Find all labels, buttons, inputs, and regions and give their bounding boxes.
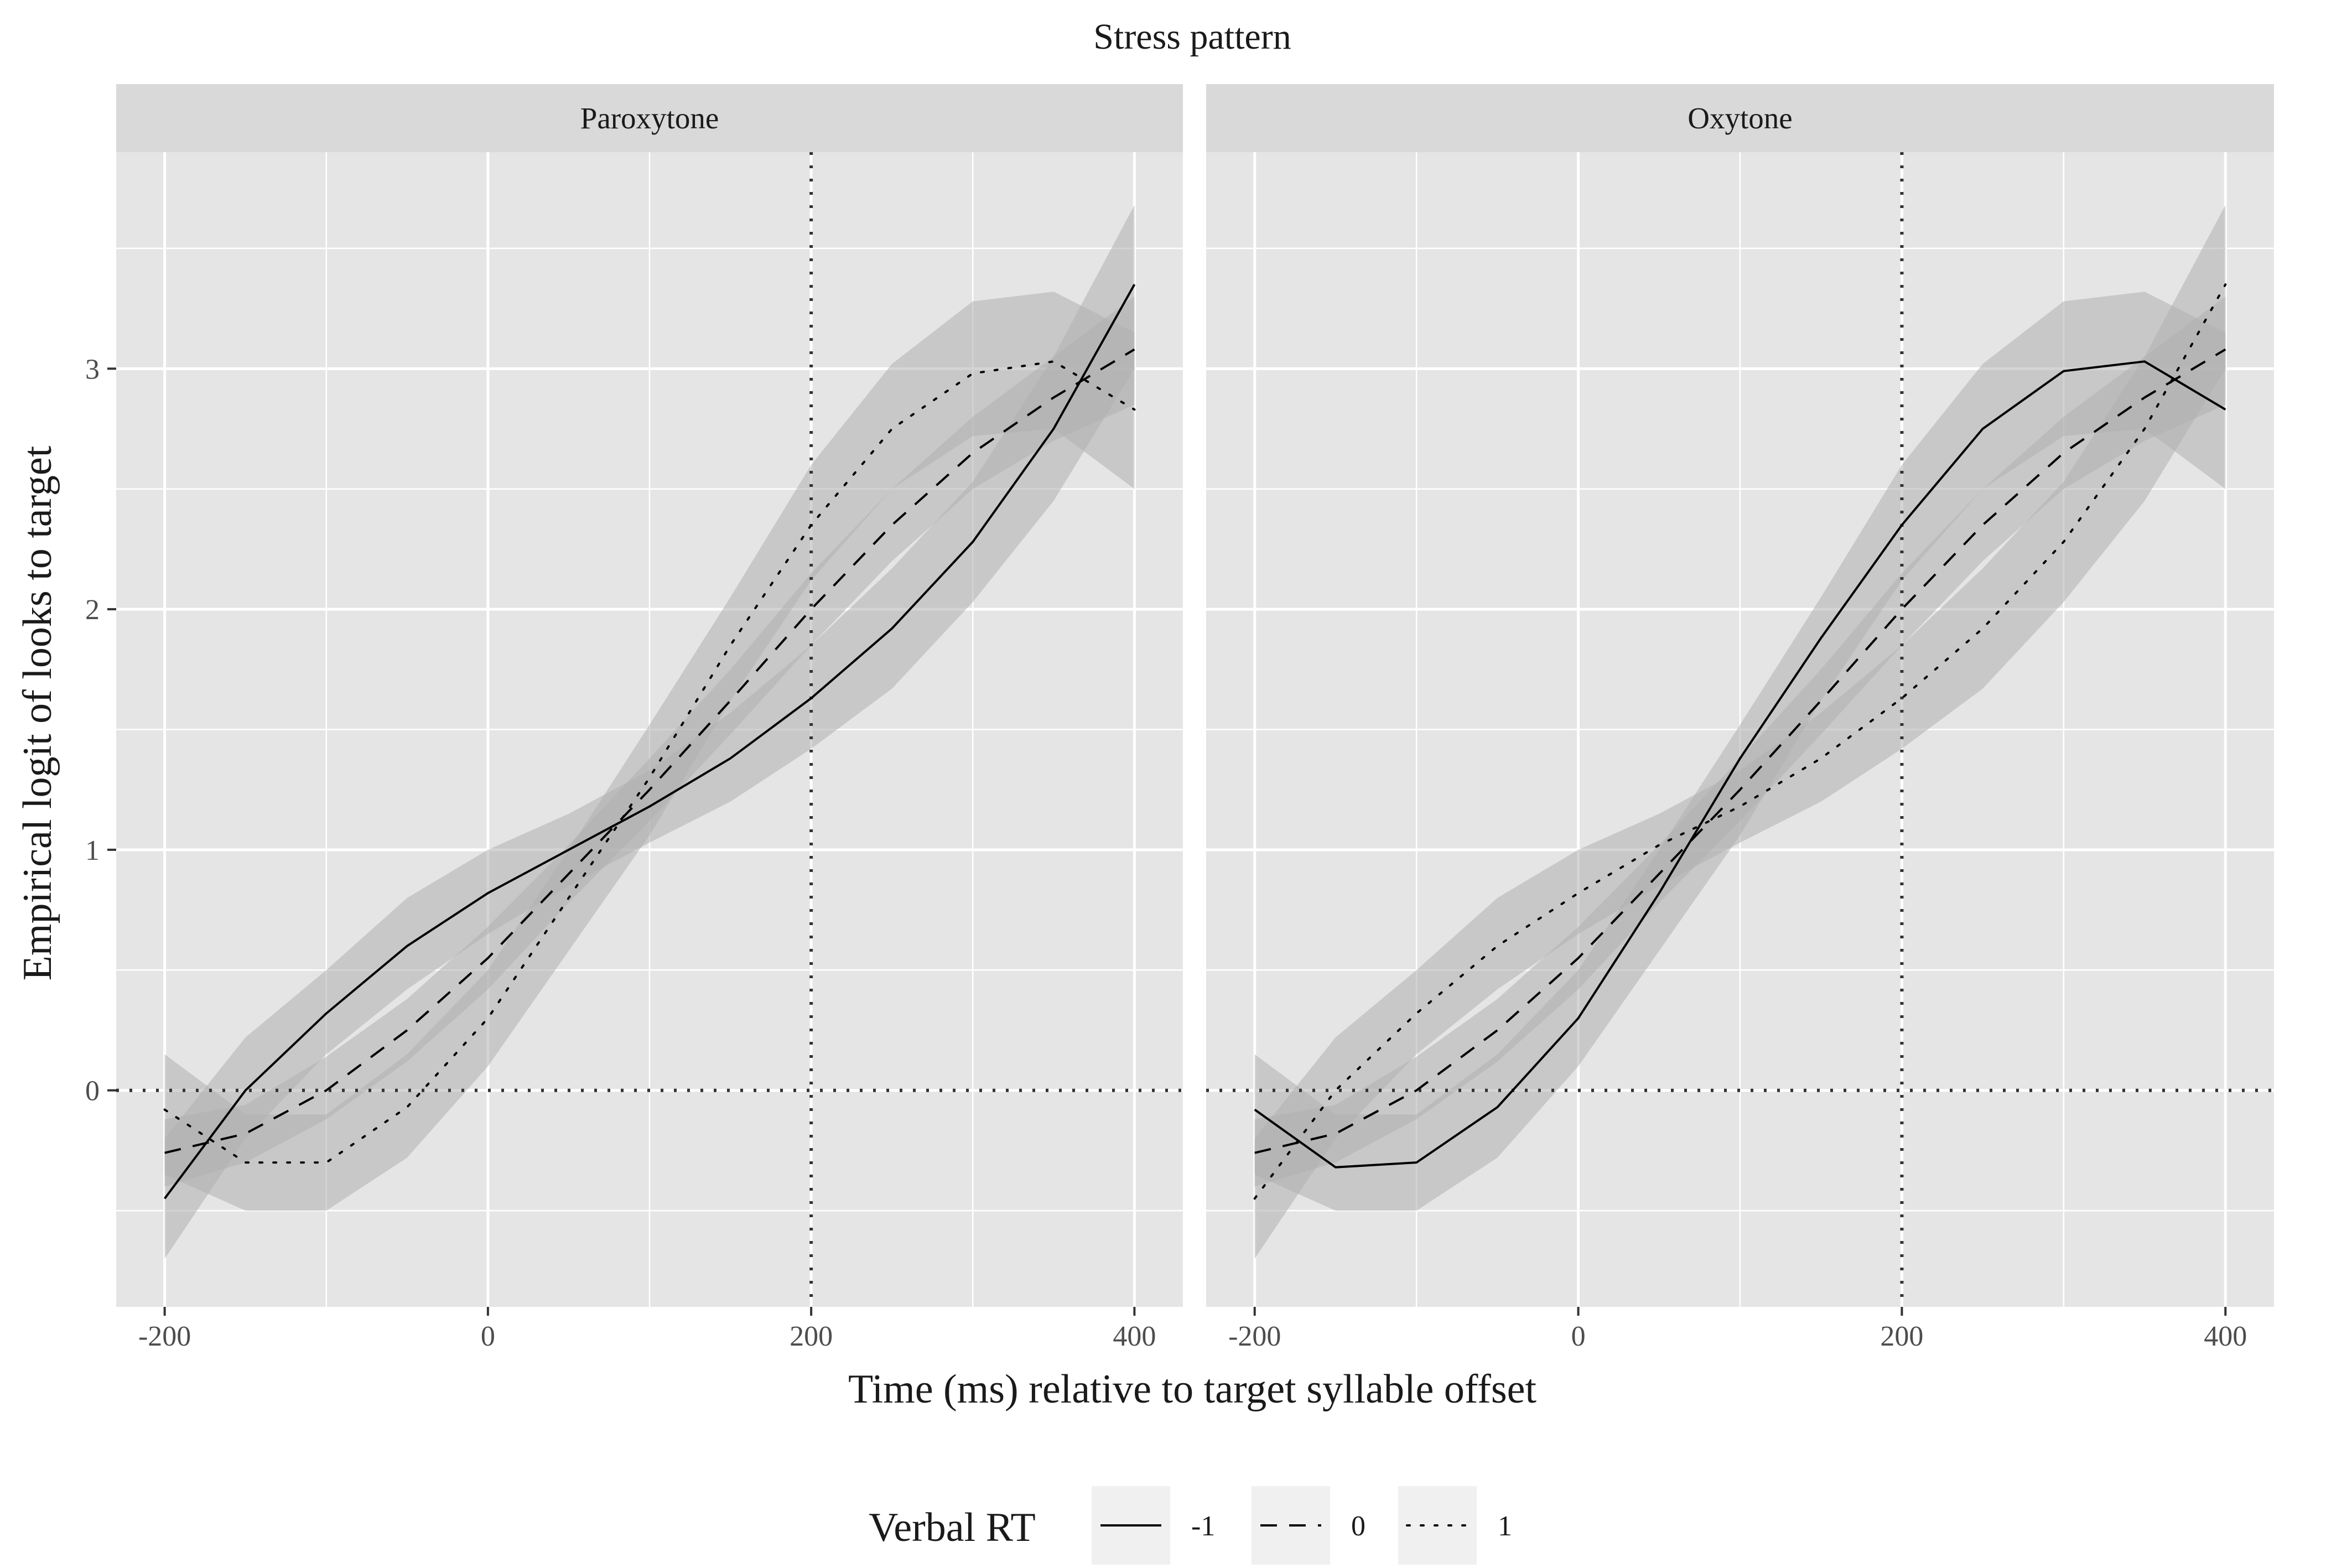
y-tick-label: 0 (85, 1076, 100, 1107)
panels: Paroxytone -200 0 200 400 0 1 2 3 Oxytone -200 0 200… (85, 84, 2274, 1352)
x-tick-label: -200 (138, 1321, 191, 1352)
x-tick-label: -200 (1228, 1321, 1281, 1352)
x-tick-label: 0 (481, 1321, 495, 1352)
y-axis-label: Empirical logit of looks to target (15, 445, 60, 980)
panel-paroxytone: Paroxytone -200 0 200 400 0 1 2 3 (85, 84, 1183, 1352)
x-tick-label: 200 (1880, 1321, 1923, 1352)
series-line--1 (163, 284, 1136, 1200)
series-line-0 (164, 348, 1135, 1154)
x-axis-label: Time (ms) relative to target syllable of… (848, 1367, 1536, 1412)
ribbon-1 (164, 292, 1135, 1211)
y-tick-label: 1 (85, 835, 100, 866)
panel-oxytone: Oxytone -200 0 200 400 (1206, 84, 2274, 1352)
legend: Verbal RT -1 0 1 (869, 1486, 1512, 1565)
facet-strip (1206, 84, 2274, 152)
y-tick-label: 2 (85, 594, 100, 626)
chart-title: Stress pattern (1093, 17, 1291, 57)
ribbon-0 (164, 296, 1135, 1187)
legend-label--1: -1 (1191, 1510, 1215, 1542)
x-tick-label: 400 (2204, 1321, 2247, 1352)
legend-label-1: 1 (1498, 1510, 1512, 1542)
facet-strip-label: Paroxytone (580, 101, 719, 135)
x-tick-label: 400 (1113, 1321, 1156, 1352)
ribbon--1 (1254, 292, 2226, 1211)
legend-title: Verbal RT (869, 1505, 1036, 1550)
x-tick-label: 200 (790, 1321, 833, 1352)
ribbon-0 (1254, 296, 2226, 1187)
facet-strip (116, 84, 1183, 152)
y-tick-label: 3 (85, 354, 100, 385)
series-line-1 (1253, 283, 2227, 1200)
x-tick-label: 0 (1571, 1321, 1586, 1352)
facet-strip-label: Oxytone (1688, 101, 1792, 135)
series-line-0 (1254, 348, 2226, 1154)
legend-label-0: 0 (1351, 1510, 1365, 1542)
series-line--1 (1254, 360, 2226, 1169)
